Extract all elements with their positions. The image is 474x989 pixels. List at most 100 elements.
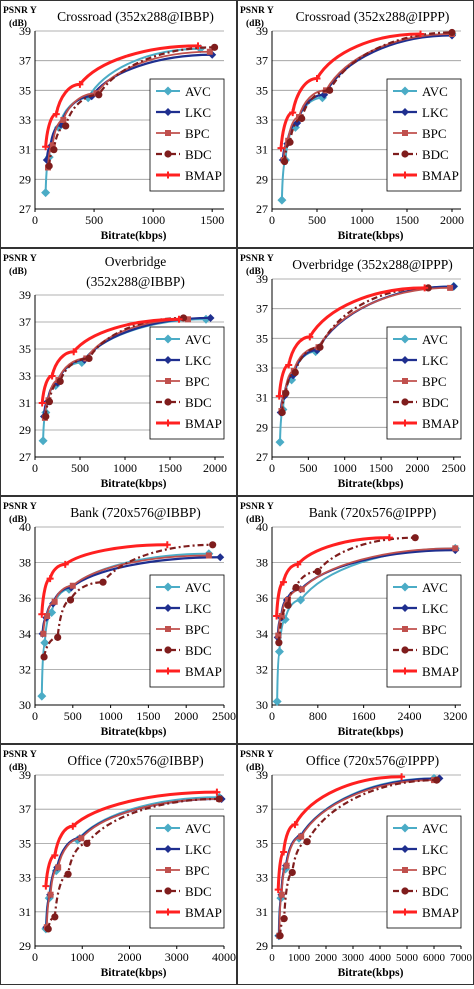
bmap-point (280, 848, 288, 856)
avc-point (163, 582, 173, 592)
bdc-point (209, 541, 217, 549)
legend: AVC LKC BPC BDC BMAP (149, 78, 225, 192)
chart-title: Office (720x576@IPPP) (306, 753, 439, 768)
bdc-point (275, 639, 283, 647)
legend-label-avc: AVC (185, 84, 211, 99)
bpc-point (49, 142, 56, 149)
series-bdc (45, 43, 219, 170)
bmap-point (175, 315, 183, 323)
y-tick-label: 37 (256, 802, 268, 816)
x-tick-label: 2000 (405, 461, 429, 475)
bdc-point (326, 86, 334, 94)
y-tick-label: 34 (19, 627, 31, 641)
chart-title: Crossroad (352x288@IPPP) (296, 9, 450, 24)
bpc-point (275, 632, 282, 639)
bmap-point (401, 908, 409, 916)
legend-label-bpc: BPC (422, 622, 447, 637)
bpc-point (40, 630, 47, 637)
y-tick-label: 37 (256, 54, 268, 68)
avc-point (274, 647, 284, 657)
bmap-point (164, 419, 172, 427)
y-tick-label: 37 (19, 315, 31, 329)
x-tick-label: 1000 (70, 950, 94, 964)
lkc-point (216, 553, 225, 562)
chart-title: Bank (720x576@IBBP) (70, 505, 201, 520)
y-tick-label: 30 (19, 698, 31, 712)
lkc-point (206, 313, 215, 322)
chart-svg: Overbridge (352x288@IBBP) PSNR Y (dB) 27 29 31… (3, 254, 227, 490)
y-tick-label: 27 (256, 202, 268, 216)
avc-point (400, 334, 410, 344)
chart-title: Bank (720x576@IPPP) (309, 505, 437, 520)
legend-label-bpc: BPC (185, 374, 210, 389)
y-tick-label: 27 (256, 450, 268, 464)
series-bdc (276, 776, 441, 940)
bdc-point (448, 28, 456, 37)
series-bdc (281, 28, 456, 166)
bdc-point (210, 43, 219, 51)
bpc-point (69, 582, 76, 589)
avc-point (277, 195, 287, 205)
chart-title: Overbridge (105, 254, 166, 269)
y-tick-label: 39 (19, 768, 31, 782)
y-tick-label: 35 (256, 83, 268, 97)
x-tick-label: 500 (299, 461, 317, 475)
bmap-point (273, 612, 281, 620)
series-bmap (273, 534, 393, 620)
y-tick-label: 31 (256, 143, 268, 157)
legend: AVC LKC BPC BDC BMAP (149, 574, 225, 688)
bdc-point (45, 162, 53, 170)
x-tick-label: 1500 (200, 213, 224, 227)
bpc-point (60, 117, 67, 123)
y-tick-label: 31 (19, 143, 31, 157)
bdc-point (316, 343, 324, 351)
bdc-point (45, 398, 54, 406)
legend-box (386, 326, 462, 440)
bdc-point (179, 314, 188, 322)
y-tick-label: 39 (256, 768, 268, 782)
bdc-point (401, 887, 409, 895)
legend-box (149, 574, 225, 688)
bmap-point (46, 575, 54, 583)
chart-panel-4: Overbridge (352x288@IPPP) PSNR Y (dB) 27 29 3… (237, 248, 474, 496)
bdc-point (282, 389, 290, 397)
y-axis-label: PSNR Y (240, 254, 274, 264)
series-bmap (275, 284, 429, 400)
legend-label-lkc: LKC (422, 353, 448, 368)
x-tick-label: 0 (32, 950, 38, 964)
legend-label-bdc: BDC (185, 147, 212, 162)
x-tick-label: 1000 (288, 952, 311, 964)
series-line-bmap (276, 775, 402, 890)
bdc-point (50, 146, 58, 154)
y-tick-label: 35 (19, 836, 31, 850)
legend: AVC LKC BPC BDC BMAP (386, 574, 462, 688)
bdc-point (54, 633, 62, 641)
bdc-point (314, 567, 322, 576)
bdc-point (292, 583, 300, 592)
x-axis-label: Bitrate(kbps) (338, 967, 404, 979)
bdc-point (288, 868, 296, 877)
bmap-point (76, 80, 84, 88)
avc-point (73, 835, 83, 845)
bmap-point (275, 392, 283, 400)
lkc-point (401, 604, 409, 612)
bdc-point (278, 408, 286, 417)
lkc-point (320, 90, 329, 99)
y-tick-label: 29 (19, 939, 31, 953)
bmap-point (401, 419, 409, 427)
avc-point (40, 638, 50, 648)
x-tick-label: 0 (32, 709, 38, 723)
avc-point (400, 582, 410, 592)
bmap-point (398, 773, 406, 781)
y-axis-unit: (dB) (9, 18, 27, 29)
y-tick-label: 38 (19, 556, 31, 570)
y-tick-label: 39 (19, 288, 31, 302)
y-tick-label: 35 (19, 342, 31, 356)
y-tick-label: 29 (256, 172, 268, 186)
bpc-point (402, 626, 408, 632)
bdc-point (164, 887, 172, 895)
bmap-point (70, 348, 78, 356)
y-tick-label: 36 (256, 591, 268, 605)
x-tick-label: 0 (269, 709, 275, 723)
legend-label-avc: AVC (185, 580, 211, 595)
